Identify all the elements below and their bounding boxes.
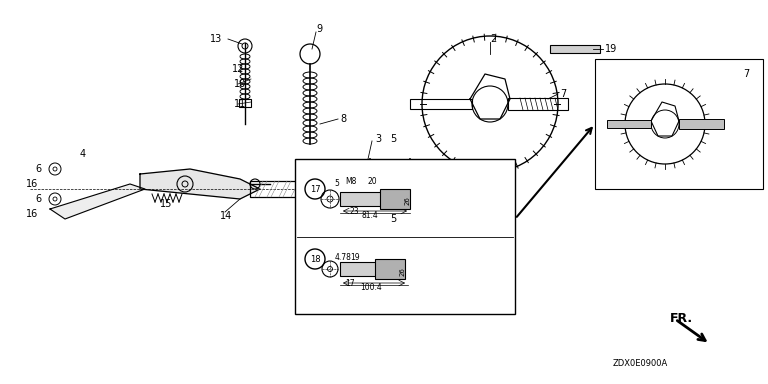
Text: 3: 3 <box>375 134 381 144</box>
Text: 5: 5 <box>390 214 396 224</box>
Text: 14: 14 <box>220 211 232 221</box>
Text: 15: 15 <box>160 199 172 209</box>
Text: 19: 19 <box>350 253 359 262</box>
Text: 13: 13 <box>210 34 222 44</box>
Text: 19: 19 <box>605 44 617 54</box>
Text: 5: 5 <box>390 134 396 144</box>
Polygon shape <box>140 169 260 199</box>
Bar <box>295 159 515 314</box>
Bar <box>340 192 400 206</box>
Text: 20: 20 <box>367 177 376 185</box>
Text: 2: 2 <box>490 34 496 44</box>
Text: 100.4: 100.4 <box>360 283 382 291</box>
Bar <box>340 262 395 276</box>
Text: 16: 16 <box>26 209 38 219</box>
Text: ZDX0E0900A: ZDX0E0900A <box>612 359 667 369</box>
Bar <box>595 59 763 189</box>
Text: 16: 16 <box>26 179 38 189</box>
Text: 7: 7 <box>560 89 566 99</box>
Polygon shape <box>50 184 145 219</box>
Text: 11: 11 <box>234 99 247 109</box>
Bar <box>508 98 568 110</box>
Bar <box>410 99 472 109</box>
Bar <box>250 181 380 197</box>
Text: 6: 6 <box>35 194 41 204</box>
Text: 5: 5 <box>334 179 339 189</box>
Text: 18: 18 <box>310 255 320 263</box>
Text: 9: 9 <box>316 24 322 34</box>
Text: 17: 17 <box>310 184 320 194</box>
Text: M8: M8 <box>345 177 356 187</box>
Text: 10: 10 <box>234 79 247 89</box>
Text: 7: 7 <box>743 69 750 79</box>
Text: 26: 26 <box>400 268 406 276</box>
Bar <box>607 120 651 128</box>
Bar <box>679 119 724 129</box>
Bar <box>550 45 600 53</box>
Text: 23: 23 <box>350 207 359 215</box>
Text: 81.4: 81.4 <box>362 210 379 220</box>
Text: 4.78: 4.78 <box>335 253 352 263</box>
Bar <box>239 99 251 107</box>
Bar <box>380 189 410 209</box>
Bar <box>375 259 405 279</box>
Text: 12: 12 <box>232 64 244 74</box>
Text: 17: 17 <box>345 278 355 288</box>
Text: 4: 4 <box>80 149 86 159</box>
Text: 26: 26 <box>405 197 411 205</box>
Text: FR.: FR. <box>670 313 694 326</box>
Text: 6: 6 <box>35 164 41 174</box>
Text: 8: 8 <box>340 114 346 124</box>
